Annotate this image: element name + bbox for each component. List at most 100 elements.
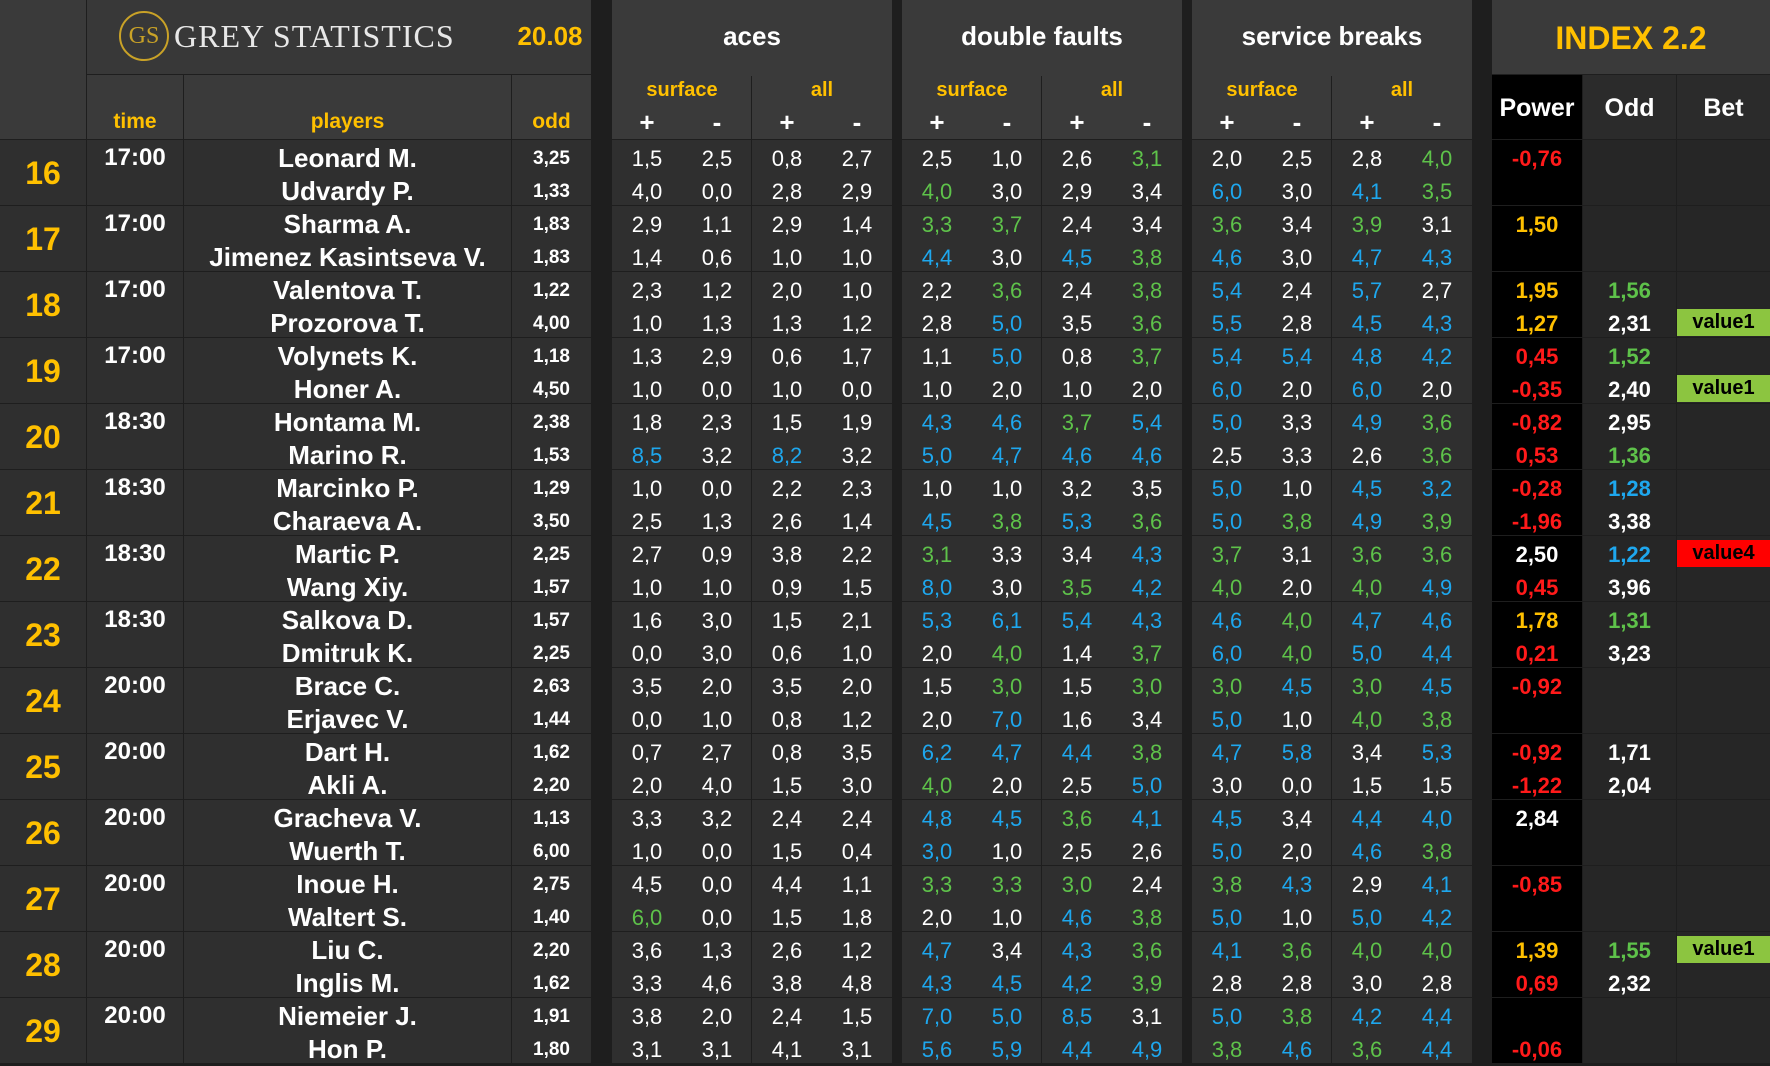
- stat-value: 3,2: [841, 442, 873, 468]
- subheader-divider: [751, 76, 752, 139]
- stat-group-bg: [1332, 734, 1472, 799]
- stat-value: 3,8: [1421, 838, 1453, 864]
- subheader-0-0: surface: [646, 78, 718, 101]
- player-name: Jimenez Kasintseva V.: [209, 242, 486, 272]
- stat-value: 3,8: [1131, 904, 1163, 930]
- stat-group-bg: [752, 536, 892, 601]
- stat-value: 3,4: [1281, 805, 1313, 831]
- stat-value: 4,5: [921, 508, 953, 534]
- stat-value: 5,0: [1351, 640, 1383, 666]
- stat-value: 2,5: [1061, 772, 1093, 798]
- stat-value: 4,0: [1351, 706, 1383, 732]
- stat-value: 4,0: [1211, 574, 1243, 600]
- stat-value: 2,5: [631, 508, 663, 534]
- minus-sign: -: [1142, 106, 1152, 137]
- stat-value: 5,4: [1281, 343, 1313, 369]
- stat-value: 0,6: [771, 343, 803, 369]
- index-odd-value: 1,28: [1608, 475, 1651, 501]
- stat-value: 4,7: [1351, 607, 1383, 633]
- stat-group-bg: [612, 536, 751, 601]
- bet-badge[interactable]: value1: [1677, 936, 1770, 963]
- index-odd-value: 3,38: [1608, 508, 1651, 534]
- stat-group-bg: [1332, 272, 1472, 337]
- stat-value: 7,0: [991, 706, 1023, 732]
- player-odd: 1,83: [533, 246, 570, 268]
- match-number-cell: [0, 932, 86, 997]
- stat-value: 3,7: [991, 211, 1023, 237]
- stat-value: 2,7: [701, 739, 733, 765]
- player-name: Hontama M.: [273, 407, 422, 437]
- power-value: [1492, 175, 1582, 208]
- col-odd2-header: Odd: [1604, 93, 1655, 122]
- stat-value: 2,9: [1351, 871, 1383, 897]
- players-cell: [184, 668, 511, 733]
- stat-value: 2,2: [921, 277, 953, 303]
- match-number: 25: [25, 748, 61, 785]
- time-cell: [87, 734, 183, 799]
- subheader-divider: [1041, 76, 1042, 139]
- stat-group-bg: [902, 206, 1041, 271]
- odd2-cell: [1583, 932, 1676, 997]
- player-odd: 1,29: [533, 477, 570, 499]
- stat-group-bg: [902, 470, 1041, 535]
- stat-value: 1,5: [1061, 673, 1093, 699]
- player-odd: 6,00: [533, 840, 570, 862]
- stat-value: 1,0: [701, 574, 733, 600]
- odd-cell: [512, 206, 591, 271]
- stat-value: 5,0: [1211, 904, 1243, 930]
- stat-value: 4,5: [1351, 475, 1383, 501]
- index-odd-value: [1583, 1000, 1676, 1033]
- stat-value: 1,0: [991, 904, 1023, 930]
- player-odd: 1,57: [533, 609, 570, 631]
- stat-value: 4,9: [1131, 1036, 1163, 1062]
- power-value: 1,78: [1515, 607, 1559, 633]
- index-odd-value: [1583, 802, 1676, 835]
- players-cell: [184, 404, 511, 469]
- stat-value: 1,1: [701, 211, 733, 237]
- stat-group-bg: [612, 470, 751, 535]
- bet-badge[interactable]: value4: [1677, 540, 1770, 567]
- odd2-cell: [1583, 536, 1676, 601]
- stat-value: 1,0: [921, 475, 953, 501]
- match-number-cell: [0, 470, 86, 535]
- stat-value: 3,7: [1061, 409, 1093, 435]
- stat-value: 3,0: [841, 772, 873, 798]
- stat-value: 3,8: [1281, 1003, 1313, 1029]
- stat-value: 1,5: [771, 838, 803, 864]
- stat-group-bg: [902, 866, 1041, 931]
- match-time: 17:00: [104, 209, 166, 237]
- player-odd: 1,18: [533, 345, 570, 367]
- power-value: 0,69: [1515, 970, 1559, 996]
- stat-value: 3,0: [991, 574, 1023, 600]
- index-title: INDEX 2.2: [1555, 19, 1707, 56]
- power-cell: [1492, 800, 1582, 865]
- stat-value: 3,5: [841, 739, 873, 765]
- stat-value: 7,0: [921, 1003, 953, 1029]
- stat-group-bg: [1042, 206, 1182, 271]
- stat-value: 4,5: [631, 871, 663, 897]
- index-odd-value: 1,52: [1608, 343, 1651, 369]
- player-odd: 2,20: [533, 939, 570, 961]
- bet-badge[interactable]: value1: [1677, 375, 1770, 402]
- stat-group-bg: [752, 800, 892, 865]
- player-odd: 1,57: [533, 576, 570, 598]
- stat-group-bg: [1192, 338, 1331, 403]
- player-name: Sharma A.: [283, 209, 412, 239]
- stat-value: 3,0: [991, 178, 1023, 204]
- stat-value: 4,5: [991, 805, 1023, 831]
- match-time: 18:30: [104, 407, 166, 435]
- stat-value: 3,4: [1131, 706, 1163, 732]
- players-cell: [184, 206, 511, 271]
- stat-value: 1,5: [1421, 772, 1453, 798]
- player-odd: 2,63: [533, 675, 570, 697]
- col-power-header: Power: [1499, 93, 1575, 122]
- stat-value: 2,0: [841, 673, 873, 699]
- stat-group-bg: [752, 866, 892, 931]
- players-cell: [184, 602, 511, 667]
- index-odd-value: [1583, 142, 1676, 175]
- index-odd-value: [1583, 175, 1676, 208]
- stat-group-bg: [902, 668, 1041, 733]
- stat-value: 1,0: [841, 640, 873, 666]
- player-name: Dmitruk K.: [281, 638, 414, 668]
- bet-badge[interactable]: value1: [1677, 309, 1770, 336]
